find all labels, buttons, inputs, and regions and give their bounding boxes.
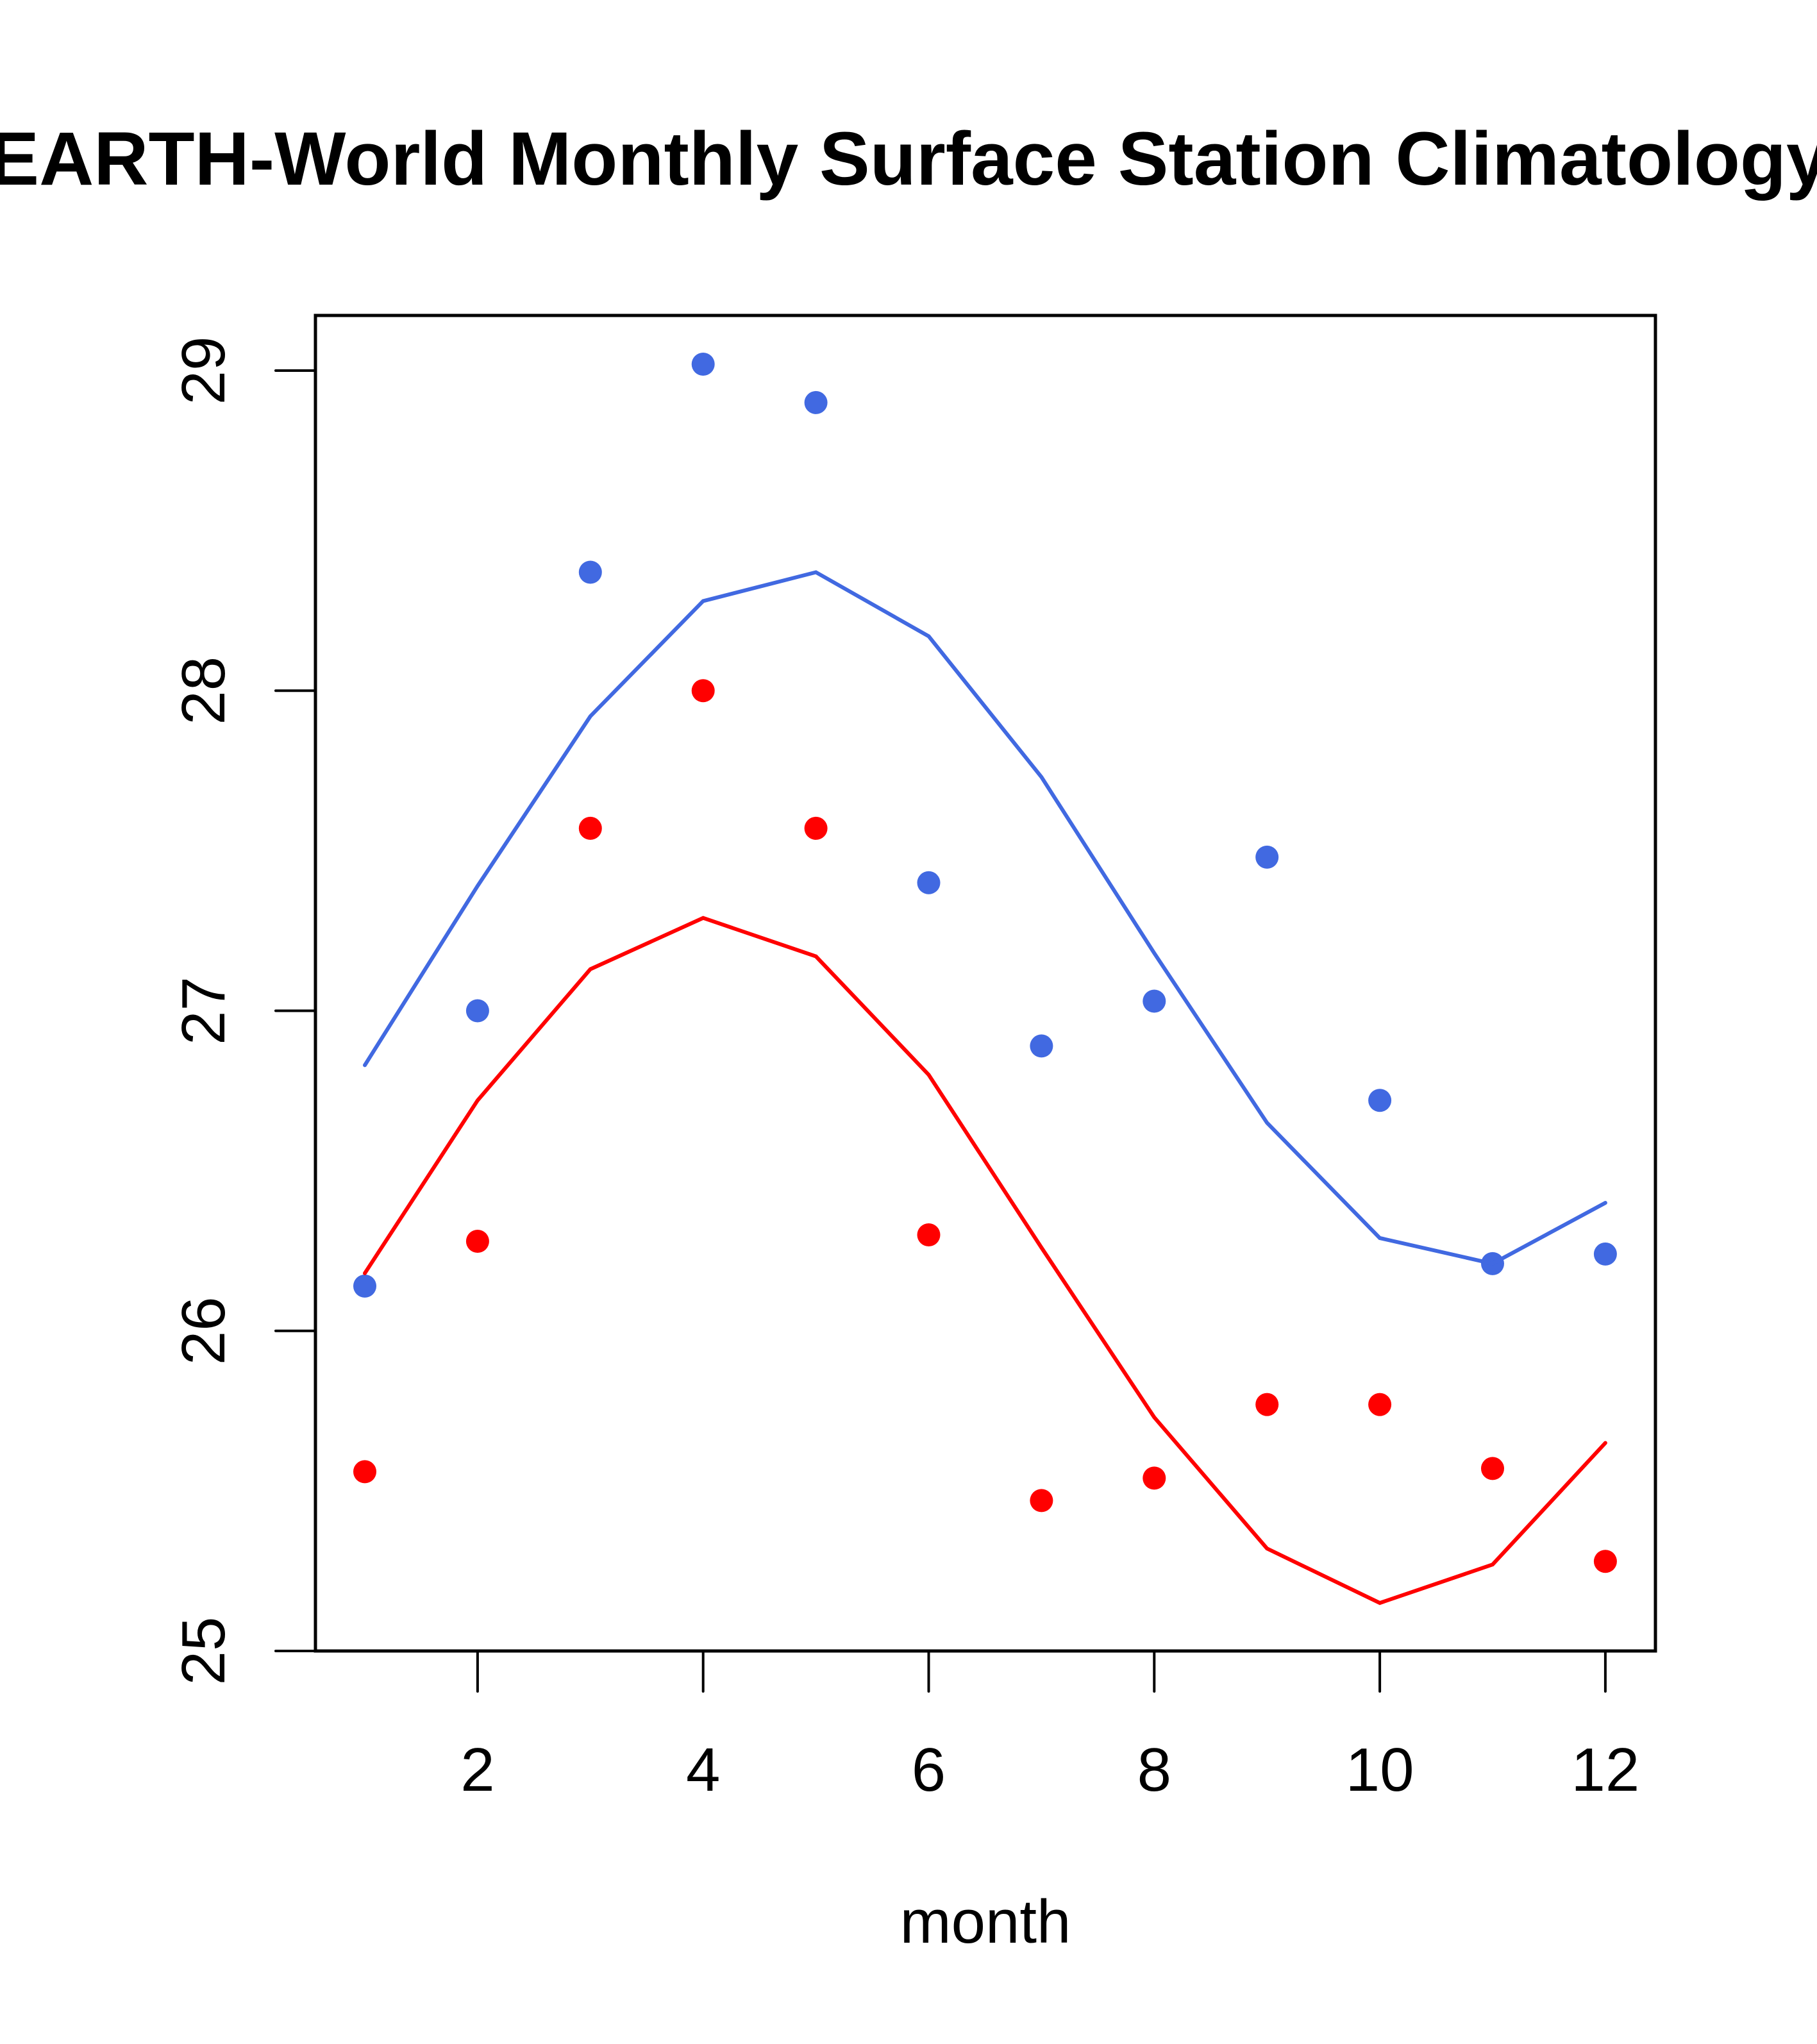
red-point	[1030, 1489, 1053, 1512]
red-point	[578, 816, 602, 840]
blue-point	[1368, 1089, 1392, 1112]
y-axis: 25 26 27 28 29	[169, 337, 317, 1686]
y-tick-label: 29	[169, 337, 238, 405]
blue-point	[353, 1274, 376, 1298]
blue-point	[917, 871, 941, 894]
x-tick-label: 4	[686, 1736, 720, 1804]
red-point	[353, 1460, 376, 1484]
red-point	[1368, 1393, 1392, 1416]
blue-point	[1593, 1242, 1617, 1266]
blue-point	[1143, 989, 1166, 1013]
blue-point	[1255, 845, 1279, 869]
blue-point	[465, 999, 489, 1023]
y-tick-label: 27	[169, 976, 238, 1045]
y-tick-label: 25	[169, 1617, 238, 1686]
x-axis-label: month	[900, 1888, 1071, 1956]
x-tick-label: 10	[1346, 1736, 1414, 1804]
y-tick-label: 26	[169, 1296, 238, 1365]
x-tick-label: 8	[1137, 1736, 1171, 1804]
x-tick-label: 2	[460, 1736, 494, 1804]
series-layer	[353, 353, 1617, 1605]
blue-point	[804, 390, 828, 414]
red-point	[1143, 1466, 1166, 1490]
blue-line-series	[363, 570, 1607, 1266]
red-line-series	[363, 916, 1607, 1605]
y-tick-label: 28	[169, 657, 238, 725]
chart-title: EARTH-World Monthly Surface Station Clim…	[0, 117, 1817, 201]
blue-point	[691, 353, 715, 376]
red-point	[1255, 1393, 1279, 1416]
red-point	[691, 679, 715, 703]
x-tick-label: 12	[1571, 1736, 1640, 1804]
x-tick-label: 6	[912, 1736, 946, 1804]
blue-point	[1030, 1034, 1053, 1058]
red-point	[465, 1229, 489, 1253]
blue-point	[578, 560, 602, 584]
red-point	[1481, 1457, 1504, 1480]
plot-frame	[314, 314, 1657, 1653]
red-point	[917, 1223, 941, 1246]
x-axis: 2 4 6 8 10 12	[460, 1650, 1640, 1804]
red-point	[1593, 1550, 1617, 1573]
red-point	[804, 816, 828, 840]
